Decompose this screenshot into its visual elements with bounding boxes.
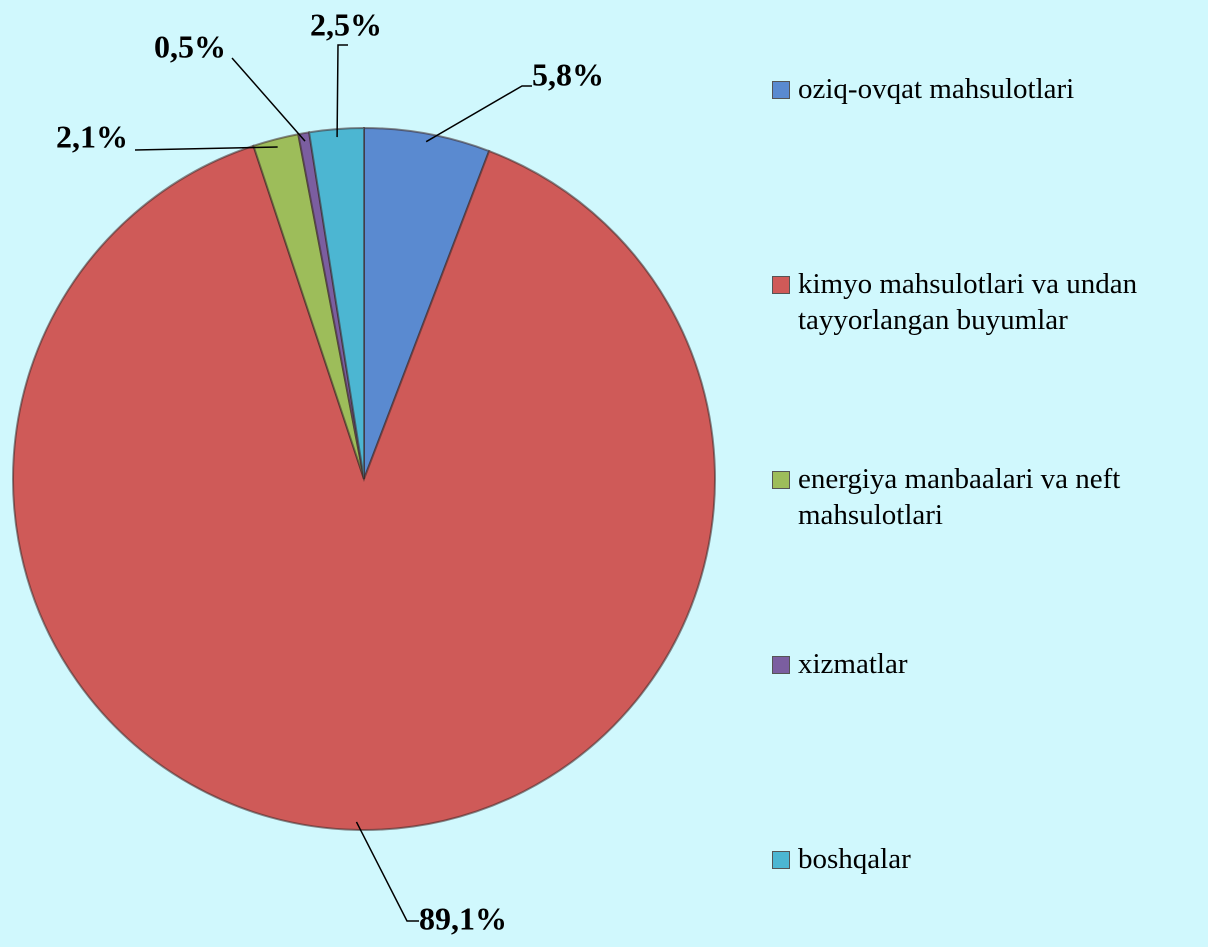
legend-label: energiya manbaalari va neft mahsulotlari: [798, 463, 1121, 531]
data-label: 2,1%: [56, 118, 128, 154]
leader-line: [134, 146, 278, 151]
legend-swatch: [772, 851, 790, 869]
legend-swatch: [772, 471, 790, 489]
legend-label: xizmatlar: [798, 648, 908, 680]
legend-swatch: [772, 656, 790, 674]
leader-line: [355, 821, 419, 922]
data-label: 89,1%: [419, 900, 507, 936]
leader-line: [336, 44, 348, 138]
leader-line: [231, 57, 306, 142]
legend-swatch: [772, 81, 790, 99]
data-label: 2,5%: [310, 6, 382, 42]
legend-swatch: [772, 276, 790, 294]
pie-slice: [12, 144, 716, 831]
data-label: 0,5%: [154, 28, 226, 64]
data-label: 5,8%: [532, 56, 604, 92]
leader-line: [425, 85, 532, 143]
legend-label: kimyo mahsulotlari va undan tayyorlangan…: [798, 268, 1138, 336]
pie-slice: [363, 126, 491, 480]
legend-label: boshqalar: [798, 843, 911, 875]
legend-label: oziq-ovqat mahsulotlari: [798, 73, 1075, 105]
